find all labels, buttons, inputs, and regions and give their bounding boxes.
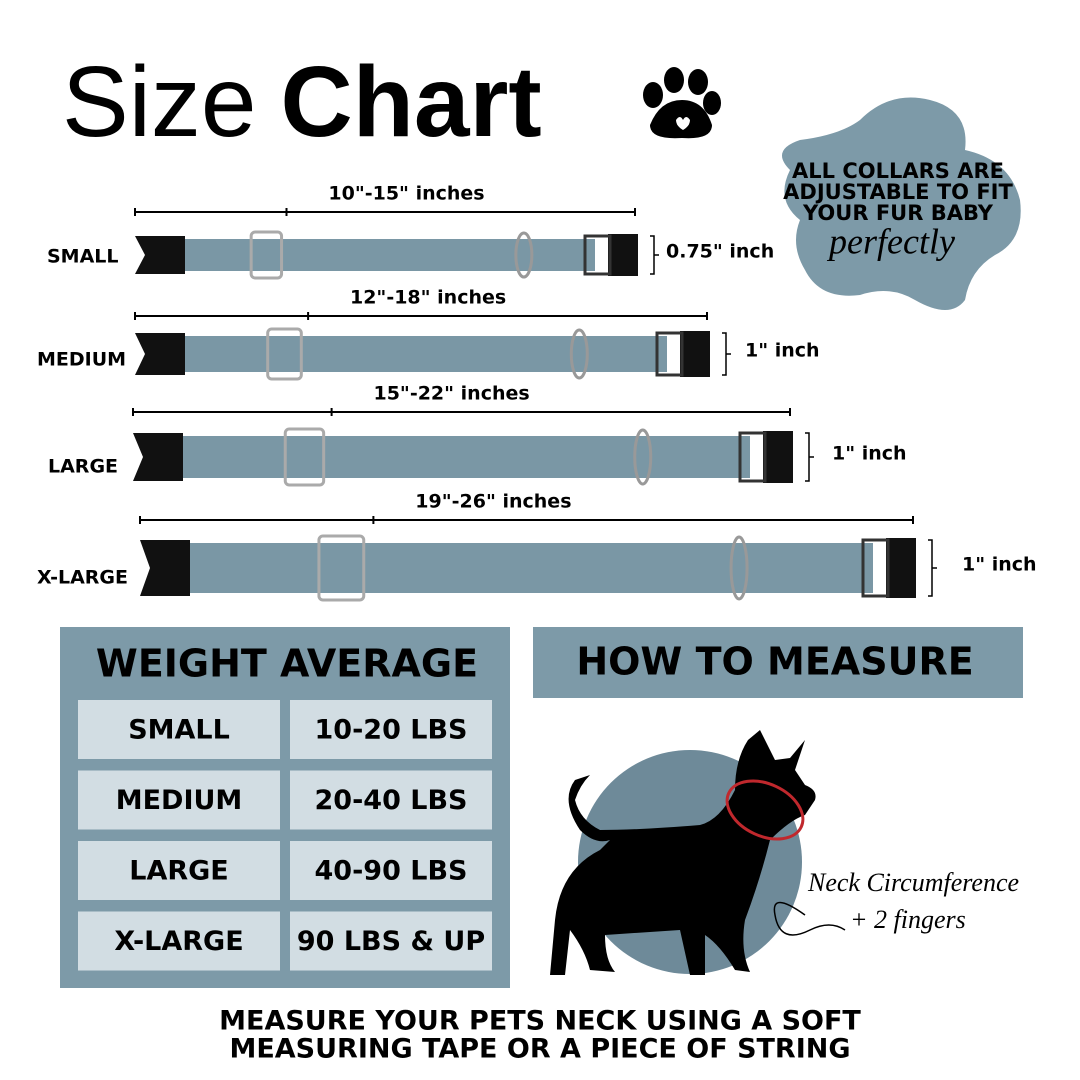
buckle-frame	[861, 538, 890, 598]
weight-table-title: WEIGHT AVERAGE	[96, 642, 478, 686]
title-light: Size	[62, 46, 257, 158]
collar-width: 1" inch	[962, 554, 1037, 576]
weight-table: SMALL 10-20 LBS MEDIUM 20-40 LBS LARGE 40-90 …	[78, 700, 492, 971]
buckle-right	[608, 234, 638, 276]
slider	[249, 230, 284, 280]
collar-size: SMALL	[47, 246, 119, 268]
collar-size: MEDIUM	[37, 349, 126, 371]
badge-line: YOUR FUR BABY	[802, 201, 994, 225]
width-bracket	[805, 432, 814, 482]
table-cell	[78, 770, 280, 830]
slider	[283, 427, 326, 487]
width-bracket	[722, 332, 731, 376]
buckle-left	[133, 433, 183, 481]
d-ring	[729, 535, 749, 601]
buckle-right	[886, 538, 916, 598]
collar-size: X-LARGE	[37, 567, 128, 589]
buckle-frame	[583, 234, 612, 276]
footer-line: MEASURING TAPE OR A PIECE OF STRING	[229, 1034, 850, 1065]
table-text: MEDIUM	[116, 785, 243, 816]
title-bold: Chart	[281, 46, 542, 158]
badge-splat	[782, 97, 1021, 310]
table-text: 90 LBS & UP	[297, 926, 485, 957]
table-cell	[290, 700, 492, 759]
table-text: 10-20 LBS	[315, 715, 468, 746]
strap	[175, 239, 595, 271]
table-cell	[290, 841, 492, 900]
buckle-left	[135, 333, 185, 375]
table-text: SMALL	[128, 715, 230, 746]
measure-box	[533, 627, 1023, 698]
table-text: LARGE	[129, 856, 229, 887]
collar-length: 15"-22" inches	[373, 383, 529, 405]
slider	[317, 534, 366, 602]
buckle-right	[680, 331, 710, 377]
paw-icon	[643, 67, 721, 139]
collar-width: 0.75" inch	[666, 241, 774, 263]
collars: SMALL 10"-15" inches 0.75" inch MEDIUM 12"-1…	[37, 183, 1037, 602]
d-ring	[569, 328, 589, 380]
width-bracket	[650, 235, 659, 275]
footer-line: MEASURE YOUR PETS NECK USING A SOFT	[219, 1006, 861, 1037]
table-text: 20-40 LBS	[315, 785, 468, 816]
buckle-right	[763, 431, 793, 483]
table-text: 40-90 LBS	[315, 856, 468, 887]
neck-loop	[725, 779, 805, 841]
buckle-frame	[655, 331, 684, 377]
title: Size Chart	[62, 46, 542, 158]
dog-silhouette	[550, 730, 816, 975]
badge-line: ADJUSTABLE TO FIT	[783, 180, 1013, 204]
collar-size: LARGE	[48, 456, 118, 478]
d-ring	[514, 231, 534, 279]
collar-length: 12"-18" inches	[350, 287, 506, 309]
table-cell	[290, 911, 492, 971]
strap	[173, 436, 750, 478]
d-ring	[633, 428, 653, 486]
collar-width: 1" inch	[832, 443, 907, 465]
width-bracket	[928, 539, 937, 597]
table-cell	[290, 770, 492, 830]
collar-length: 10"-15" inches	[328, 183, 484, 205]
annotation: Neck Circumference	[807, 868, 1019, 897]
arrow	[773, 901, 846, 936]
buckle-left	[140, 540, 190, 596]
collar: SMALL 10"-15" inches 0.75" inch	[47, 183, 774, 280]
strap	[180, 543, 873, 593]
table-cell	[78, 841, 280, 900]
badge-line: ALL COLLARS ARE	[792, 159, 1004, 183]
collar-width: 1" inch	[745, 340, 820, 362]
collar: LARGE 15"-22" inches 1" inch	[48, 383, 907, 487]
table-text: X-LARGE	[114, 926, 243, 957]
buckle-left	[135, 236, 185, 274]
annotation: + 2 fingers	[850, 905, 966, 934]
collar: X-LARGE 19"-26" inches 1" inch	[37, 491, 1037, 602]
table-cell	[78, 911, 280, 971]
buckle-frame	[738, 431, 767, 483]
collar: MEDIUM 12"-18" inches 1" inch	[37, 287, 820, 381]
collar-length: 19"-26" inches	[415, 491, 571, 513]
badge-script: perfectly	[826, 221, 955, 261]
strap	[175, 336, 667, 372]
table-cell	[78, 700, 280, 759]
measure-title: HOW TO MEASURE	[576, 640, 973, 684]
slider	[266, 327, 303, 381]
